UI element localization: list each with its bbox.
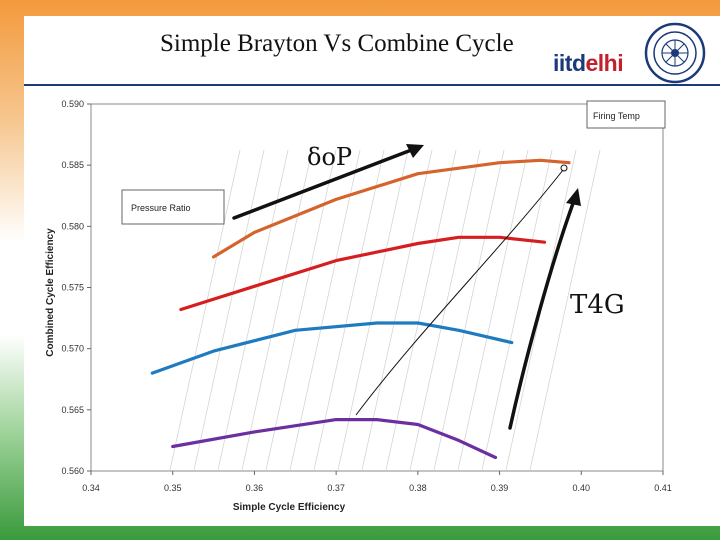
annotation-arrow-right xyxy=(508,196,577,430)
annotation-diagonal-line xyxy=(355,169,564,416)
hatch-line xyxy=(289,149,361,471)
x-tick-label: 0.35 xyxy=(164,483,182,493)
y-tick-label: 0.575 xyxy=(61,283,84,293)
annotation-text-right: T4G xyxy=(570,290,625,320)
hatch-line xyxy=(313,149,385,471)
series-line-2 xyxy=(179,235,547,312)
plot-area xyxy=(90,103,664,472)
hatch-line xyxy=(241,149,313,471)
hatch-line xyxy=(457,149,529,471)
iitd-logo-text: iitdelhi xyxy=(553,50,624,76)
annotation-point-marker xyxy=(560,164,568,172)
annotation-arrowhead-top xyxy=(406,144,424,158)
x-tick-label: 0.34 xyxy=(82,483,100,493)
x-tick-label: 0.38 xyxy=(409,483,427,493)
hatch-line xyxy=(337,149,409,471)
annotation-arrowhead-right xyxy=(566,188,581,206)
hatch-line xyxy=(193,149,265,471)
y-axis-title: Combined Cycle Efficiency xyxy=(45,228,56,357)
hatch-line xyxy=(169,149,241,471)
series-line-4 xyxy=(171,418,498,460)
hatch-lines xyxy=(169,149,601,471)
y-tick-label: 0.570 xyxy=(61,344,84,354)
legend-box-firing-temp xyxy=(586,100,666,129)
header-divider xyxy=(24,84,720,86)
y-tick-label: 0.590 xyxy=(61,99,84,109)
hatch-line xyxy=(481,149,553,471)
series-line-1 xyxy=(212,158,571,259)
x-tick-label: 0.37 xyxy=(327,483,345,493)
x-tick-label: 0.36 xyxy=(246,483,264,493)
hatch-line xyxy=(529,149,601,471)
x-tick-label: 0.39 xyxy=(491,483,509,493)
slide-title: Simple Brayton Vs Combine Cycle xyxy=(160,30,514,57)
hatch-line xyxy=(361,149,433,471)
legend-label-pressure-ratio: Pressure Ratio xyxy=(131,203,191,213)
x-tick-label: 0.41 xyxy=(654,483,672,493)
annotation-text-top: δoP xyxy=(307,143,352,171)
annotation-arrow-top xyxy=(232,147,416,220)
x-tick-label: 0.40 xyxy=(573,483,591,493)
legend-box-pressure-ratio xyxy=(121,189,225,225)
hatch-line xyxy=(385,149,457,471)
x-axis-title: Simple Cycle Efficiency xyxy=(233,502,346,513)
iitd-seal-icon xyxy=(644,22,706,84)
series-line-3 xyxy=(150,321,514,375)
legend-label-firing-temp: Firing Temp xyxy=(593,111,640,121)
hatch-line xyxy=(433,149,505,471)
y-tick-label: 0.565 xyxy=(61,405,84,415)
hatch-line xyxy=(409,149,481,471)
y-tick-label: 0.585 xyxy=(61,160,84,170)
y-tick-label: 0.560 xyxy=(61,466,84,476)
y-tick-label: 0.580 xyxy=(61,221,84,231)
